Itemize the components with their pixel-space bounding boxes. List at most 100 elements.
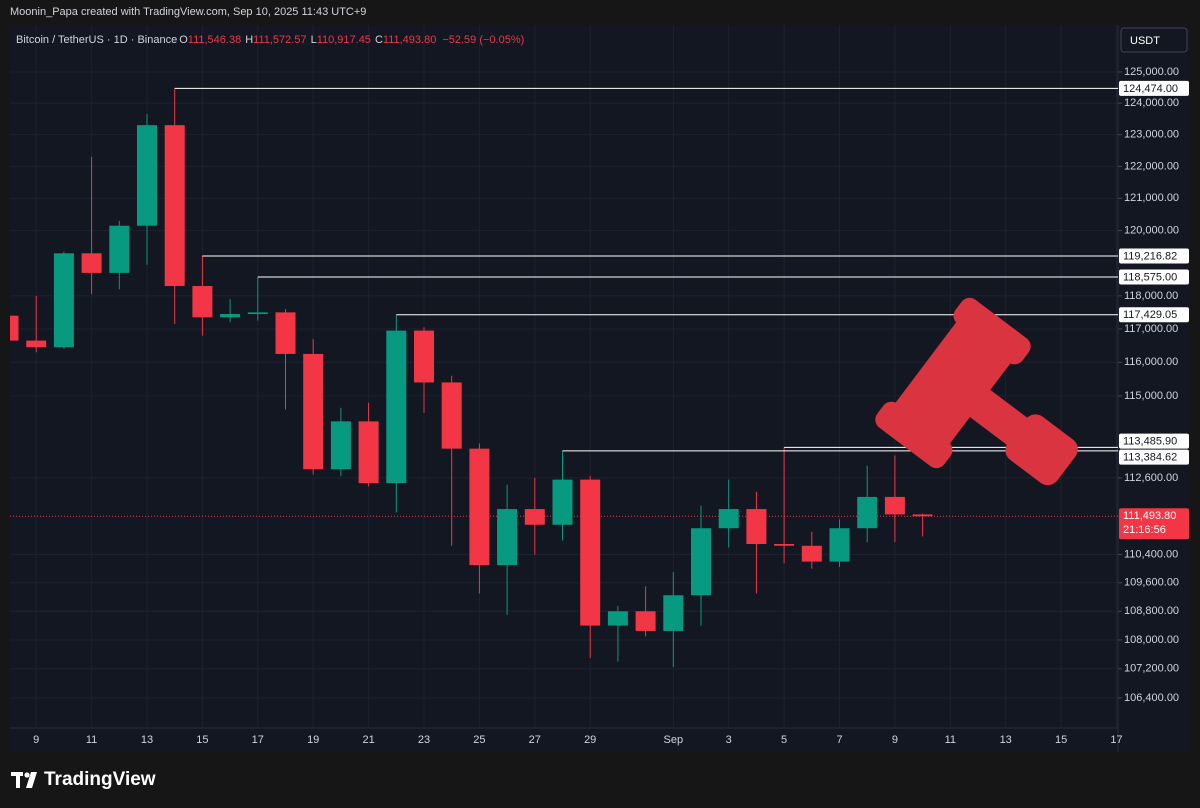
last-price-label: 111,493.80	[1123, 510, 1176, 522]
candle-body	[857, 496, 878, 529]
currency-label[interactable]: USDT	[1130, 35, 1160, 47]
candle-body	[912, 514, 933, 517]
ohlc-key: O	[179, 34, 188, 46]
x-tick-label: 11	[86, 734, 97, 746]
level-label-box	[1119, 433, 1189, 449]
plot	[10, 87, 1118, 668]
candle-body	[220, 314, 241, 318]
candle-body	[247, 312, 268, 315]
level-label-box	[1119, 269, 1189, 285]
candle-body	[303, 353, 324, 470]
y-tick-label: 108,000.00	[1124, 634, 1179, 646]
x-tick-label: 11	[945, 734, 956, 746]
level-label: 118,575.00	[1123, 271, 1177, 283]
brand-logo: TradingView	[11, 769, 156, 790]
candle-body	[414, 330, 434, 383]
candle-body	[580, 479, 601, 626]
level-label-box	[1119, 248, 1189, 264]
candle-body	[746, 509, 767, 545]
candle-body	[137, 125, 157, 226]
x-tick-label: 13	[1000, 734, 1012, 746]
candle-body	[53, 253, 74, 348]
candle-body	[774, 544, 795, 546]
candle-body	[718, 509, 739, 529]
ohlc-key: C	[375, 34, 383, 46]
y-tick-label: 121,000.00	[1124, 192, 1179, 204]
price-change: −52.59 (−0.05%)	[442, 34, 524, 46]
x-tick-label: 29	[584, 734, 596, 746]
countdown-label: 21:16:56	[1123, 524, 1166, 536]
candle-body	[691, 528, 711, 596]
ohlc-key: L	[311, 34, 317, 46]
candle-body	[469, 448, 490, 566]
y-tick-label: 107,200.00	[1124, 663, 1179, 675]
legend-header: Bitcoin / TetherUS · 1D · Binance O 111,5…	[16, 34, 524, 46]
candle-body	[635, 611, 656, 631]
x-tick-label: 23	[418, 734, 430, 746]
x-tick-label: 3	[726, 734, 732, 746]
logo-shape	[26, 772, 37, 788]
candle-body	[829, 528, 850, 562]
currency-button[interactable]: USDT	[1120, 27, 1188, 53]
logo-shape	[24, 772, 30, 778]
candle-body	[10, 315, 19, 341]
level-label: 119,216.82	[1123, 250, 1177, 262]
y-tick-label: 110,400.00	[1124, 548, 1178, 560]
y-tick-label: 124,000.00	[1124, 97, 1179, 109]
x-tick-label: Sep	[664, 734, 684, 746]
candle-body	[884, 496, 905, 515]
currency-button-box[interactable]	[1120, 27, 1188, 53]
x-tick-label: 15	[196, 734, 208, 746]
x-tick-label: 25	[473, 734, 485, 746]
level-label: 124,474.00	[1123, 83, 1178, 95]
y-tick-label: 116,000.00	[1124, 356, 1178, 368]
level-label: 113,384.62	[1123, 452, 1177, 464]
x-tick-label: 27	[529, 734, 541, 746]
y-tick-label: 123,000.00	[1124, 129, 1179, 141]
candle-body	[524, 509, 545, 525]
brand-name: TradingView	[44, 769, 156, 790]
y-tick-label: 122,000.00	[1124, 160, 1179, 172]
x-tick-label: 17	[252, 734, 264, 746]
candle-body	[497, 509, 518, 566]
candle-body	[801, 545, 822, 562]
symbol-title: Bitcoin / TetherUS · 1D · Binance	[16, 34, 177, 46]
y-tick-label: 120,000.00	[1124, 224, 1179, 236]
x-tick-label: 21	[362, 734, 374, 746]
y-tick-label: 117,000.00	[1124, 323, 1178, 335]
candle-body	[275, 312, 296, 354]
chart-pane	[10, 25, 1190, 752]
x-tick-label: 5	[781, 734, 787, 746]
candle-body	[26, 340, 47, 348]
y-tick-label: 115,000.00	[1124, 390, 1178, 402]
level-label-box	[1119, 307, 1189, 323]
y-tick-label: 118,000.00	[1124, 290, 1178, 302]
y-tick-label: 112,600.00	[1124, 472, 1178, 484]
candle-body	[330, 421, 351, 470]
x-tick-label: 13	[141, 734, 153, 746]
credit: Moonin_Papa created with TradingView.com…	[10, 6, 366, 18]
y-tick-label: 106,400.00	[1124, 692, 1179, 704]
candle-body	[552, 479, 573, 525]
candle-body	[164, 125, 185, 287]
x-tick-label: 9	[33, 734, 39, 746]
x-tick-label: 15	[1055, 734, 1067, 746]
ohlc-value: 111,572.57	[253, 34, 306, 46]
x-tick-label: 9	[892, 734, 898, 746]
x-tick-label: 19	[307, 734, 319, 746]
y-tick-label: 125,000.00	[1124, 66, 1179, 78]
candle-body	[192, 286, 213, 318]
x-tick-label: 7	[836, 734, 842, 746]
candle-body	[663, 595, 684, 631]
candle-body	[358, 421, 379, 484]
logo-shape	[16, 772, 20, 788]
y-tick-label: 108,800.00	[1124, 605, 1179, 617]
candle-body	[81, 253, 102, 273]
candle-body	[109, 225, 130, 273]
ohlc-value: 110,917.45	[317, 34, 371, 46]
candle-body	[607, 611, 628, 626]
y-tick-label: 109,600.00	[1124, 577, 1179, 589]
level-label: 113,485.90	[1123, 436, 1177, 448]
